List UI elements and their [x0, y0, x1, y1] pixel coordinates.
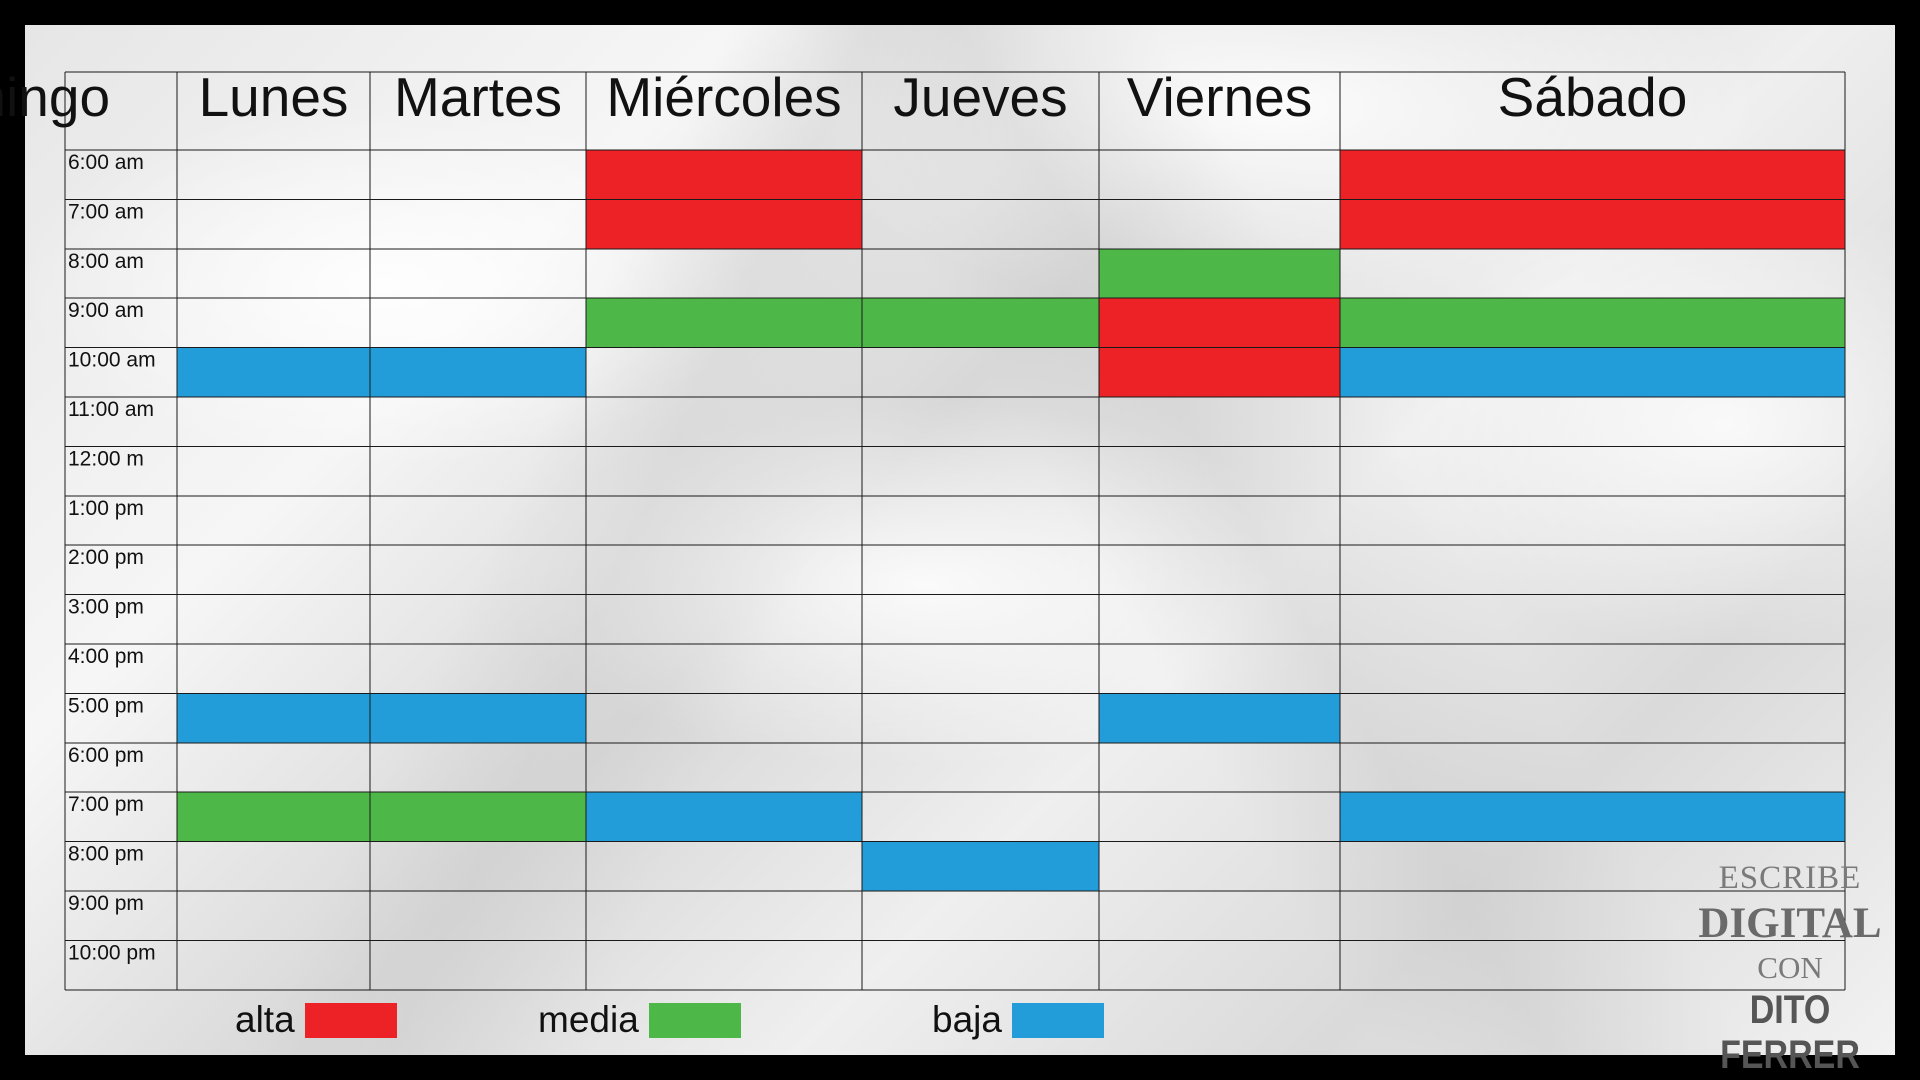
watermark-line-dito-ferrer: DITO FERRER — [1720, 988, 1860, 1077]
cell-sabado-10-00-am-baja — [1340, 347, 1845, 397]
cell-lunes-5-00-pm-baja — [177, 693, 370, 743]
time-label-5-00-pm: 5:00 pm — [68, 694, 144, 717]
cell-miercoles-7-00-pm-baja — [586, 792, 862, 842]
legend-baja-swatch — [1011, 1002, 1104, 1038]
day-header-domingo: Domingo — [0, 66, 110, 128]
legend-media-label: media — [538, 999, 639, 1040]
cell-layer — [177, 150, 1845, 891]
watermark-line-digital: DIGITAL — [1698, 900, 1882, 947]
grid-layer — [64, 71, 1846, 991]
cell-miercoles-9-00-am-media — [586, 298, 862, 348]
cell-jueves-8-00-pm-baja — [862, 841, 1099, 891]
day-header-jueves: Jueves — [893, 66, 1067, 128]
legend-baja-label: baja — [932, 999, 1002, 1040]
cell-lunes-7-00-pm-media — [177, 792, 370, 842]
time-label-8-00-pm: 8:00 pm — [68, 843, 144, 866]
cell-martes-10-00-am-baja — [370, 347, 586, 397]
time-label-8-00-am: 8:00 am — [68, 250, 144, 273]
time-label-6-00-am: 6:00 am — [68, 151, 144, 174]
cell-sabado-6-00-am-alta — [1340, 150, 1845, 200]
cell-viernes-8-00-am-media — [1099, 248, 1340, 299]
legend-alta: alta — [235, 999, 397, 1040]
time-label-7-00-am: 7:00 am — [68, 200, 144, 223]
cell-martes-5-00-pm-baja — [370, 693, 586, 743]
legend-media-swatch — [648, 1002, 741, 1038]
legend-media: media — [538, 999, 741, 1040]
day-header-lunes: Lunes — [199, 66, 349, 128]
time-label-2-00-pm: 2:00 pm — [68, 546, 144, 569]
legend-baja: baja — [932, 999, 1104, 1040]
cell-viernes-10-00-am-alta — [1099, 347, 1340, 397]
time-label-12-00-m: 12:00 m — [68, 447, 144, 470]
time-label-9-00-pm: 9:00 pm — [68, 892, 144, 915]
time-label-10-00-am: 10:00 am — [68, 349, 156, 372]
time-label-3-00-pm: 3:00 pm — [68, 596, 144, 619]
time-label-6-00-pm: 6:00 pm — [68, 744, 144, 767]
time-label-10-00-pm: 10:00 pm — [68, 941, 156, 964]
cell-miercoles-6-00-am-alta — [586, 150, 862, 200]
day-header-viernes: Viernes — [1127, 66, 1313, 128]
legend-alta-swatch — [304, 1002, 397, 1038]
time-label-11-00-am: 11:00 am — [68, 398, 154, 421]
day-header-martes: Martes — [394, 66, 562, 128]
day-header-sabado: Sábado — [1498, 66, 1688, 128]
day-header-miercoles: Miércoles — [606, 66, 841, 128]
cell-martes-7-00-pm-media — [370, 792, 586, 842]
time-label-4-00-pm: 4:00 pm — [68, 645, 144, 668]
watermark-logo: ESCRIBE DIGITAL CON DITO FERRER — [1670, 860, 1910, 1078]
time-label-9-00-am: 9:00 am — [68, 299, 144, 322]
cell-jueves-9-00-am-media — [862, 298, 1099, 348]
cell-viernes-9-00-am-alta — [1099, 298, 1340, 348]
time-label-1-00-pm: 1:00 pm — [68, 497, 144, 520]
time-label-7-00-pm: 7:00 pm — [68, 793, 144, 816]
cell-sabado-7-00-am-alta — [1340, 199, 1845, 249]
cell-miercoles-7-00-am-alta — [586, 199, 862, 249]
label-layer: Lunes Martes Miércoles Jueves Viernes Sábado D… — [0, 66, 1687, 964]
cell-sabado-9-00-am-media — [1340, 298, 1845, 348]
legend-alta-label: alta — [235, 999, 295, 1040]
watermark-line-con: CON — [1757, 950, 1823, 985]
cell-viernes-5-00-pm-baja — [1099, 693, 1340, 743]
watermark-line-escribe: ESCRIBE — [1718, 860, 1862, 896]
cell-lunes-10-00-am-baja — [177, 347, 370, 397]
cell-sabado-7-00-pm-baja — [1340, 792, 1845, 842]
